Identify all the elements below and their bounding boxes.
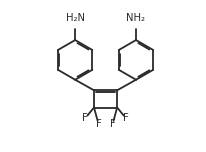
Text: H₂N: H₂N — [66, 12, 85, 22]
Text: F: F — [110, 119, 115, 129]
Text: F: F — [123, 113, 129, 123]
Text: NH₂: NH₂ — [126, 12, 145, 22]
Text: F: F — [96, 119, 102, 129]
Text: F: F — [82, 113, 88, 123]
